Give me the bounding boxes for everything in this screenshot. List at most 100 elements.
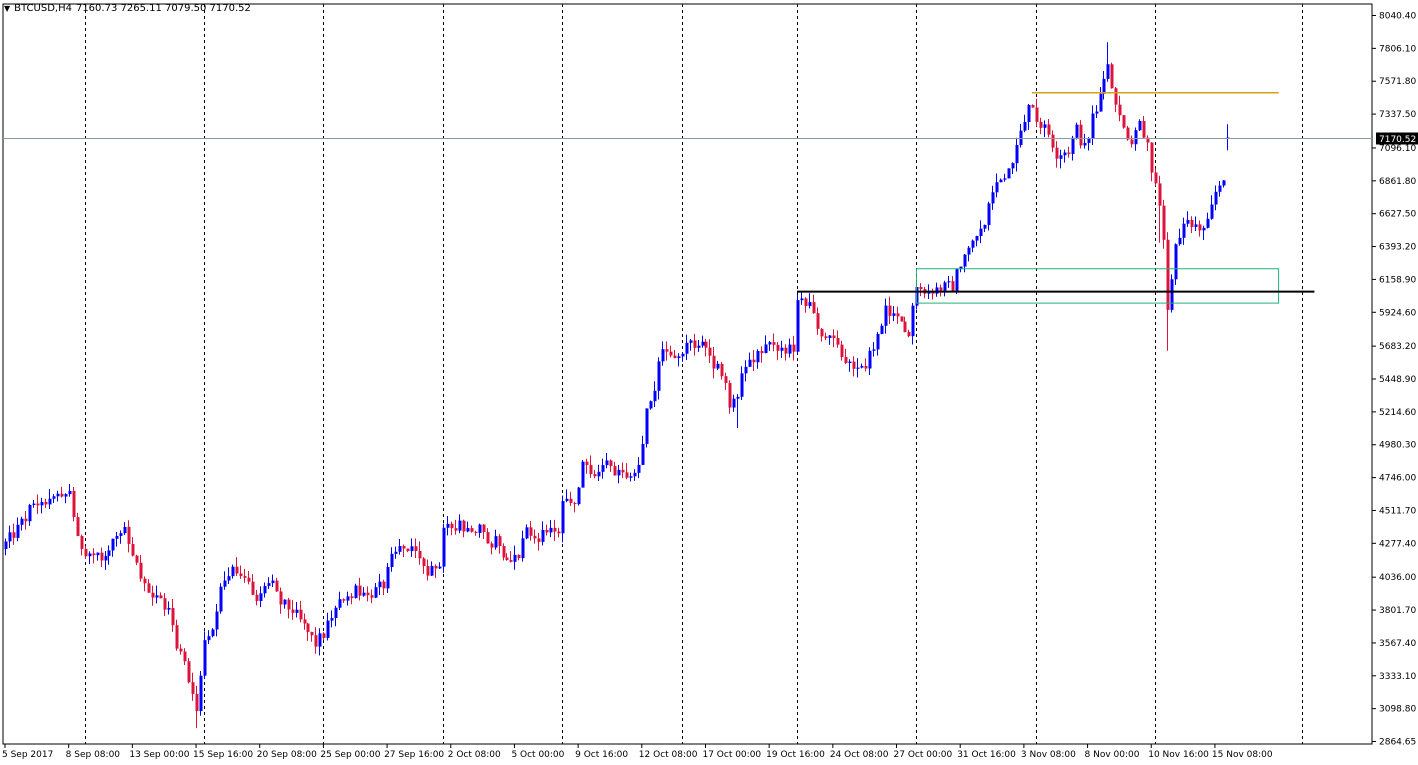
candle-body	[657, 361, 661, 391]
candle-body	[72, 490, 76, 518]
candle-body	[864, 365, 868, 369]
candle-body	[4, 541, 8, 550]
candle-body	[780, 347, 784, 351]
candle-body	[892, 313, 896, 316]
y-tick-label: 4746.00	[1379, 474, 1416, 484]
candle-body	[378, 581, 382, 588]
candle-body	[1158, 183, 1162, 206]
y-tick-label: 5448.90	[1379, 375, 1416, 385]
candle-body	[593, 474, 597, 477]
candle-body	[255, 594, 259, 601]
candle-body	[486, 532, 490, 544]
candle-body	[935, 287, 939, 294]
candle-body	[306, 623, 310, 632]
candle-body	[107, 550, 111, 556]
candle-body	[155, 595, 159, 598]
candle-body	[358, 585, 362, 596]
candle-body	[263, 585, 267, 594]
candle-body	[235, 566, 239, 574]
candle-body	[736, 396, 740, 399]
x-tick-label: 27 Oct 00:00	[894, 750, 953, 760]
candle-body	[28, 504, 32, 522]
candle-body	[123, 526, 127, 534]
candle-body	[716, 363, 720, 369]
candle-body	[362, 592, 366, 596]
candle-body	[995, 182, 999, 193]
candle-body	[104, 555, 108, 561]
candle-body	[1198, 224, 1202, 231]
candle-body	[390, 553, 394, 568]
candle-body	[115, 535, 119, 539]
candle-body	[677, 356, 681, 359]
y-tick-label: 4511.70	[1379, 506, 1416, 516]
candle-body	[1039, 121, 1043, 128]
candle-body	[613, 466, 617, 476]
candle-body	[629, 476, 633, 478]
candle-body	[919, 286, 923, 290]
candle-body	[641, 444, 645, 465]
candle-body	[462, 520, 466, 532]
candle-body	[111, 538, 115, 551]
x-tick-label: 19 Oct 16:00	[766, 750, 825, 760]
candle-body	[669, 351, 673, 356]
candle-body	[131, 543, 135, 556]
candle-body	[330, 618, 334, 621]
candle-body	[1150, 142, 1154, 173]
candle-body	[625, 472, 629, 478]
candle-body	[577, 487, 581, 505]
candle-body	[1114, 88, 1118, 105]
candle-body	[792, 344, 796, 352]
candle-body	[844, 356, 848, 363]
candle-body	[1047, 124, 1051, 135]
y-tick-label: 7571.80	[1379, 77, 1416, 87]
candle-body	[693, 340, 697, 348]
candle-body	[533, 535, 537, 539]
candle-body	[1095, 111, 1099, 114]
candle-body	[796, 300, 800, 352]
ohlc-text: 7160.73 7265.11 7079.50 7170.52	[75, 3, 251, 14]
candle-body	[163, 598, 167, 610]
triangle-down-icon[interactable]: ▼	[4, 3, 11, 13]
candle-body	[1023, 121, 1027, 131]
candle-body	[203, 640, 207, 676]
candle-body	[549, 527, 553, 533]
x-tick-label: 10 Nov 16:00	[1148, 750, 1209, 760]
candle-body	[267, 583, 271, 586]
candle-body	[207, 636, 211, 641]
candle-body	[760, 351, 764, 354]
candle-body	[525, 527, 529, 539]
candle-body	[303, 619, 307, 624]
candle-body	[816, 313, 820, 329]
candle-body	[951, 281, 955, 292]
candle-body	[712, 355, 716, 369]
candle-body	[251, 581, 255, 595]
candle-body	[199, 675, 203, 712]
candle-body	[1190, 219, 1194, 227]
candle-body	[561, 501, 565, 534]
candle-body	[414, 546, 418, 551]
candle-body	[179, 648, 183, 652]
candle-body	[24, 518, 28, 522]
candle-body	[1011, 163, 1015, 169]
candle-body	[804, 298, 808, 306]
candle-body	[346, 596, 350, 601]
candle-body	[338, 599, 342, 608]
candle-body	[322, 633, 326, 638]
candle-body	[732, 398, 736, 408]
candle-body	[88, 553, 92, 557]
candle-body	[406, 548, 410, 552]
candle-body	[697, 345, 701, 348]
candle-body	[1174, 244, 1178, 280]
y-tick-label: 4036.00	[1379, 573, 1416, 583]
candle-body	[402, 546, 406, 549]
candle-body	[1206, 218, 1210, 228]
candle-body	[430, 565, 434, 576]
candle-body	[498, 536, 502, 547]
candle-body	[223, 580, 227, 587]
x-tick-label: 15 Nov 08:00	[1212, 750, 1273, 760]
candle-body	[183, 651, 187, 662]
candle-body	[557, 531, 561, 534]
candle-body	[287, 599, 291, 610]
candle-body	[1091, 113, 1095, 139]
